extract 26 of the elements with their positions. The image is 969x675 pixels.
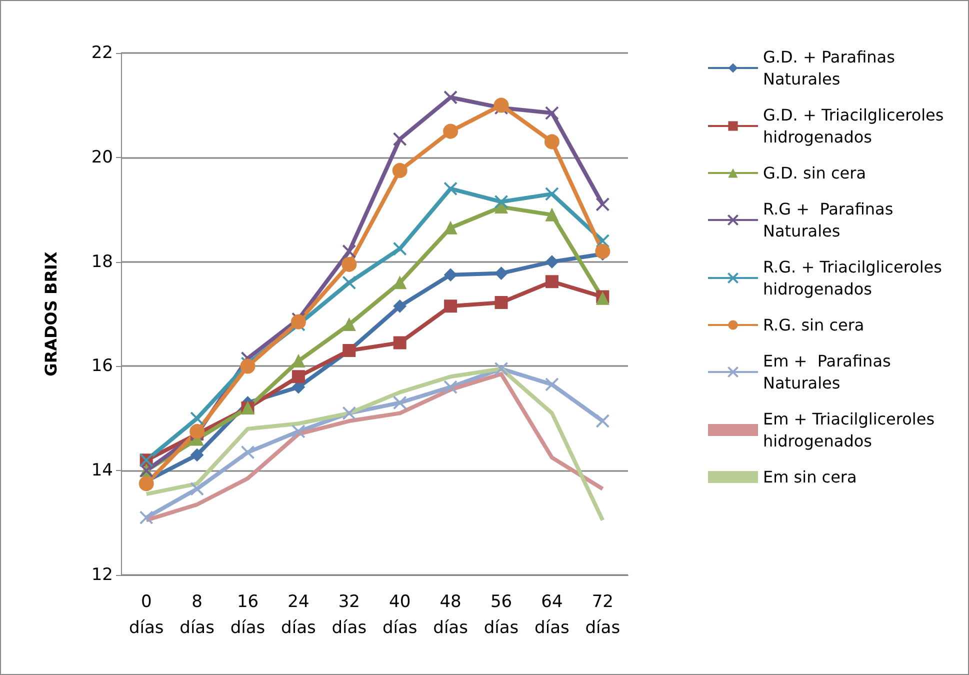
- y-axis-title: GRADOS BRIX: [42, 251, 60, 376]
- legend-label: R.G. + Triacilgliceroles hidrogenados: [763, 258, 948, 298]
- x-tick-label: 32 días: [332, 592, 367, 638]
- legend-label: Em + Parafinas Naturales: [763, 352, 896, 392]
- y-tick-label: 20: [91, 147, 113, 168]
- legend-label: R.G. sin cera: [763, 316, 864, 334]
- legend-label: Em sin cera: [763, 468, 857, 486]
- x-tick-label: 64 días: [534, 592, 570, 638]
- y-tick-label: 14: [91, 460, 113, 481]
- x-tick-label: 40 días: [382, 592, 418, 638]
- legend-label: G.D. + Parafinas Naturales: [763, 48, 900, 88]
- x-tick-label: 48 días: [433, 592, 468, 638]
- legend-label: Em + Triacilgliceroles hidrogenados: [763, 410, 940, 450]
- x-tick-label: 16 días: [230, 592, 266, 638]
- y-tick-label: 16: [91, 356, 113, 376]
- y-tick-label: 18: [91, 252, 113, 272]
- y-tick-label: 22: [91, 43, 113, 63]
- x-tick-label: 56 días: [484, 592, 519, 638]
- x-tick-label: 24 días: [281, 592, 316, 638]
- y-tick-label: 12: [91, 565, 113, 585]
- legend-label: G.D. + Triacilgliceroles hidrogenados: [763, 106, 949, 146]
- legend-label: G.D. sin cera: [763, 164, 866, 182]
- legend-label: R.G + Parafinas Naturales: [763, 200, 898, 240]
- x-tick-label: 0 días: [128, 592, 164, 638]
- x-tick-label: 72 días: [585, 592, 620, 638]
- x-tick-label: 8 días: [180, 592, 215, 638]
